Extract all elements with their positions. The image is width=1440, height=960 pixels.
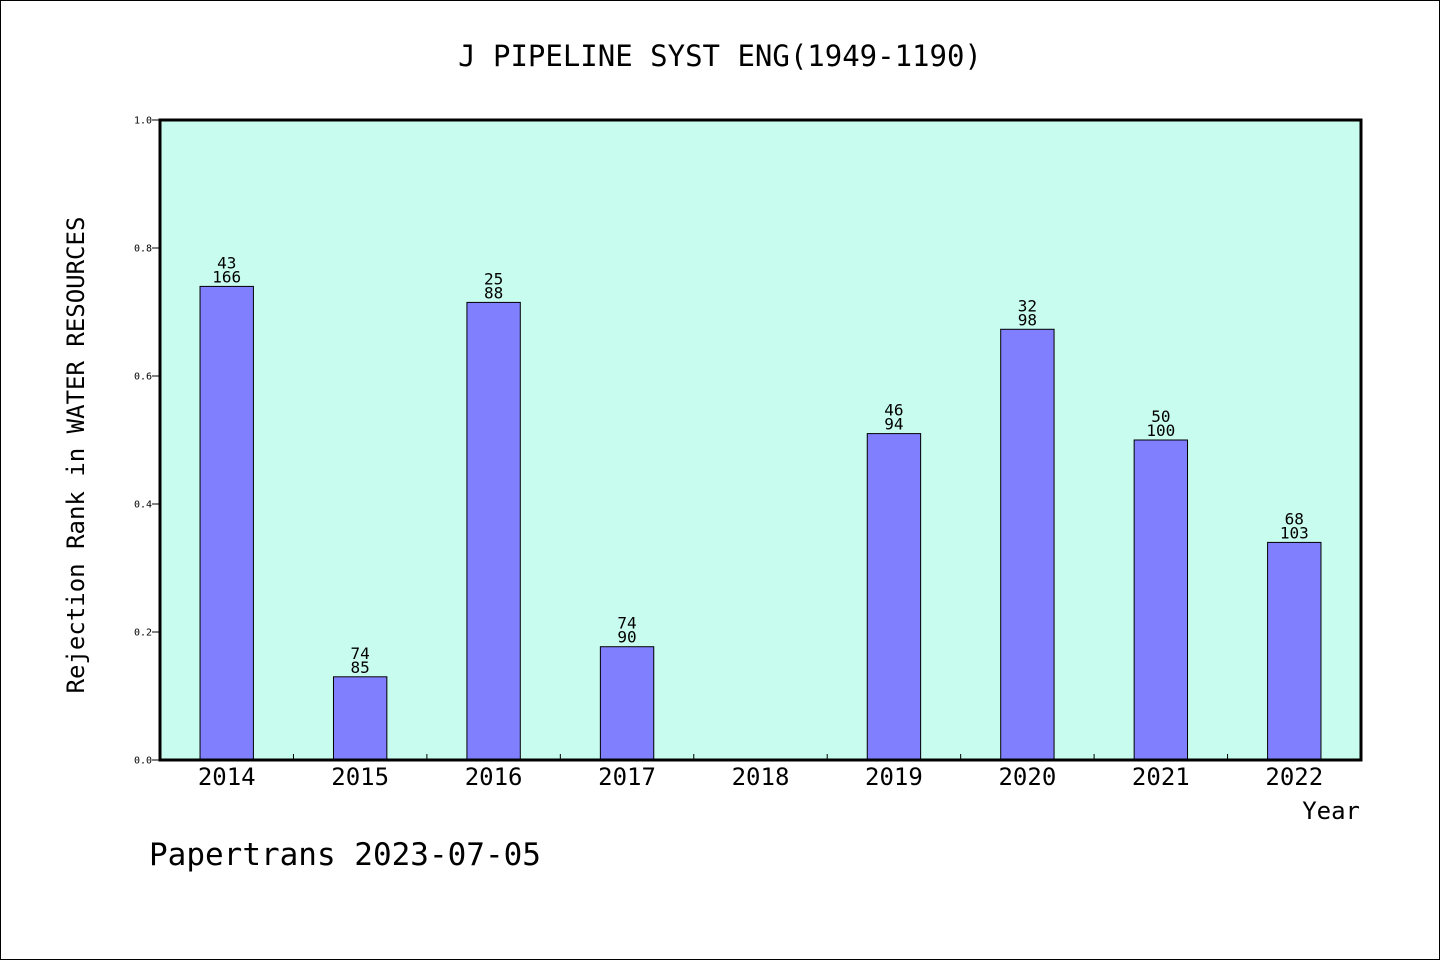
y-tick-label: 0.6 — [134, 372, 152, 383]
bar-2021 — [1133, 439, 1189, 761]
x-tick-label: 2019 — [865, 763, 923, 791]
bar-2015 — [332, 676, 388, 761]
y-tick-label: 1.0 — [134, 116, 152, 127]
bar-2017 — [599, 646, 655, 761]
x-tick-label: 2021 — [1132, 763, 1190, 791]
bar-label-bottom: 98 — [1018, 310, 1037, 329]
bar-label-bottom: 166 — [212, 267, 241, 286]
x-tick-label: 2015 — [331, 763, 389, 791]
bar-label-top: 50 — [1151, 407, 1170, 426]
bar-label-top: 68 — [1285, 509, 1304, 528]
bar-label-top: 74 — [617, 614, 636, 633]
x-tick-label: 2018 — [732, 763, 790, 791]
bar-2014 — [199, 285, 254, 761]
bars — [199, 285, 1322, 761]
x-tick-label: 2016 — [465, 763, 523, 791]
bar-2019 — [866, 433, 922, 761]
bar-label-bottom: 94 — [884, 415, 903, 434]
x-tick-label: 2022 — [1265, 763, 1323, 791]
bar-label-top: 74 — [351, 644, 370, 663]
bar-label-top: 25 — [484, 269, 503, 288]
x-tick-label: 2017 — [598, 763, 656, 791]
y-tick-label: 0.8 — [134, 244, 152, 255]
bar-label-bottom: 90 — [617, 628, 636, 647]
bar-label-bottom: 85 — [351, 658, 370, 677]
bar-label-bottom: 100 — [1146, 421, 1175, 440]
chart-title: J PIPELINE SYST ENG(1949-1190) — [458, 39, 982, 73]
bar-2016 — [466, 301, 521, 761]
bar-label-bottom: 103 — [1280, 523, 1309, 542]
bar-label-top: 32 — [1018, 296, 1037, 315]
y-tick-label: 0.4 — [134, 500, 152, 511]
bar-label-top: 46 — [884, 401, 903, 420]
footer-note: Papertrans 2023-07-05 — [149, 837, 541, 873]
x-tick-label: 2020 — [998, 763, 1056, 791]
x-axis-label: Year — [1302, 797, 1360, 825]
y-tick-label: 0.2 — [134, 628, 152, 639]
plot-border — [158, 118, 1363, 762]
bar-2020 — [1000, 328, 1055, 761]
y-axis-label: Rejection Rank in WATER RESOURCES — [62, 216, 90, 694]
bar-label-bottom: 88 — [484, 283, 503, 302]
y-tick-label: 0.0 — [134, 756, 152, 767]
bar-label-top: 43 — [217, 253, 236, 272]
bar-2022 — [1267, 541, 1322, 761]
x-tick-label: 2014 — [198, 763, 256, 791]
